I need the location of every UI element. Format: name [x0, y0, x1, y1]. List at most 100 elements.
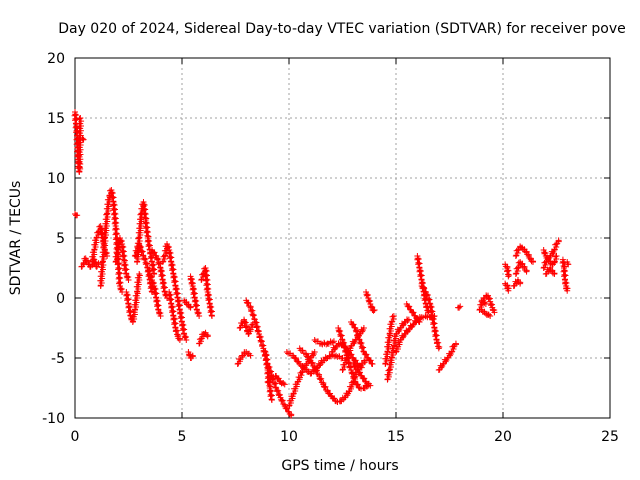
- data-point: [155, 261, 162, 268]
- data-point: [140, 202, 147, 209]
- data-point: [169, 309, 176, 316]
- data-point: [80, 136, 87, 143]
- data-point: [166, 250, 173, 257]
- data-point: [274, 388, 281, 395]
- data-point: [135, 235, 142, 242]
- data-point: [113, 220, 120, 226]
- data-point: [339, 340, 346, 347]
- x-tick-label: 20: [494, 429, 512, 445]
- data-point: [151, 286, 158, 293]
- data-point: [452, 340, 459, 347]
- data-point: [338, 336, 345, 343]
- data-point: [266, 388, 273, 395]
- data-point: [457, 303, 464, 310]
- data-point: [318, 375, 325, 382]
- data-point: [264, 370, 271, 377]
- data-point: [551, 271, 558, 277]
- data-point: [157, 313, 164, 319]
- y-axis-label: SDTVAR / TECUs: [8, 181, 24, 296]
- data-point: [103, 211, 110, 218]
- x-axis-label: GPS time / hours: [281, 458, 398, 474]
- data-point: [559, 260, 566, 266]
- data-point: [389, 313, 396, 320]
- data-point: [337, 333, 344, 340]
- data-point: [172, 328, 179, 335]
- data-point: [183, 337, 190, 343]
- x-tick-label: 5: [178, 429, 187, 445]
- data-point: [207, 309, 214, 316]
- data-point: [166, 292, 173, 299]
- data-point: [429, 316, 436, 323]
- data-point: [189, 352, 196, 359]
- data-point: [119, 249, 126, 256]
- data-point: [360, 325, 367, 331]
- x-tick-label: 0: [71, 429, 80, 445]
- data-point: [385, 367, 392, 374]
- y-tick-label: 5: [56, 231, 65, 247]
- data-point: [168, 262, 175, 269]
- data-point: [256, 334, 263, 341]
- data-point: [157, 268, 164, 275]
- y-tick-label: 15: [47, 111, 65, 127]
- data-point: [358, 364, 365, 371]
- data-point: [564, 287, 571, 294]
- data-point: [405, 316, 412, 323]
- data-point: [189, 286, 196, 293]
- data-point: [170, 274, 177, 281]
- x-tick-label: 10: [280, 429, 298, 445]
- data-point: [179, 322, 186, 329]
- data-point: [257, 338, 264, 345]
- data-point: [171, 279, 178, 286]
- data-point: [505, 287, 512, 294]
- data-point: [252, 320, 259, 327]
- data-point: [552, 253, 559, 260]
- data-point: [390, 313, 397, 319]
- data-point: [268, 397, 275, 403]
- data-point: [491, 309, 498, 316]
- data-point: [160, 285, 167, 292]
- data-point: [154, 303, 161, 310]
- data-point: [414, 256, 421, 263]
- data-point: [350, 375, 357, 382]
- data-point: [169, 267, 176, 274]
- data-point: [204, 292, 211, 299]
- data-point: [144, 238, 151, 245]
- data-point: [76, 115, 83, 122]
- data-point: [555, 237, 562, 244]
- data-point: [281, 381, 288, 388]
- data-point: [262, 357, 269, 364]
- data-point: [369, 361, 376, 367]
- data-point: [208, 313, 215, 319]
- data-point: [348, 370, 355, 377]
- data-point: [97, 226, 104, 233]
- data-point: [330, 338, 337, 345]
- data-point: [166, 297, 173, 304]
- data-point: [311, 337, 318, 343]
- data-point: [425, 297, 432, 304]
- data-point: [354, 333, 361, 340]
- data-point: [117, 279, 124, 286]
- data-point: [278, 398, 285, 404]
- data-point: [125, 277, 132, 283]
- data-point: [430, 321, 437, 328]
- data-point: [144, 264, 151, 271]
- data-point: [79, 135, 86, 142]
- data-point: [487, 313, 494, 319]
- data-point: [356, 336, 363, 343]
- data-point: [417, 273, 424, 280]
- data-point: [529, 259, 536, 265]
- data-point: [187, 276, 194, 283]
- data-point: [244, 300, 251, 307]
- data-point: [360, 348, 367, 355]
- data-point: [145, 243, 152, 250]
- data-point: [206, 304, 213, 311]
- data-point: [433, 340, 440, 347]
- data-point: [504, 268, 511, 275]
- data-point: [196, 313, 203, 319]
- data-point: [345, 360, 352, 367]
- data-point: [139, 252, 146, 259]
- data-point: [142, 220, 149, 227]
- data-point: [423, 292, 430, 299]
- data-point: [560, 273, 567, 280]
- data-point: [416, 268, 423, 275]
